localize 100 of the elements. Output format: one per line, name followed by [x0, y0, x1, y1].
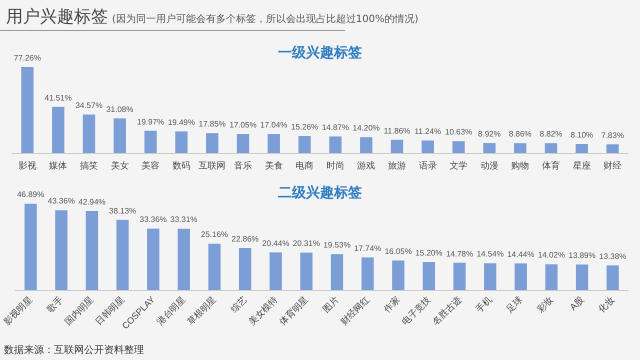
data-label: 17.74% [354, 244, 382, 253]
data-label: 46.89% [17, 190, 44, 200]
data-label: 17.04% [260, 120, 288, 130]
data-label: 33.36% [140, 215, 167, 224]
data-label: 11.24% [414, 126, 442, 136]
data-label: 41.51% [44, 93, 72, 102]
x-tick-label: 体育 [542, 160, 560, 170]
x-tick-label: 美女模特 [246, 294, 280, 327]
data-label: 34.57% [75, 101, 103, 110]
chart-title: 二级兴趣标签 [278, 184, 362, 200]
bar [24, 204, 37, 290]
data-label: 7.83% [601, 130, 624, 140]
bar [236, 134, 250, 153]
bar [330, 254, 344, 290]
x-tick-label: 媒体 [49, 160, 68, 170]
x-tick-label: 财经 [604, 160, 622, 170]
x-tick-label: 彩妆 [535, 294, 555, 314]
data-label: 14.54% [476, 250, 504, 259]
data-label: 14.78% [446, 249, 474, 258]
data-label: 11.86% [384, 126, 410, 136]
data-label: 31.08% [106, 104, 134, 114]
bar [484, 263, 496, 290]
bar [390, 140, 404, 153]
x-tick-label: 购物 [511, 160, 530, 170]
data-label: 15.26% [291, 122, 318, 132]
bar [82, 114, 96, 153]
bar [514, 143, 526, 153]
x-tick-label: 游戏 [357, 160, 376, 170]
bar [422, 262, 436, 290]
x-tick-label: 图片 [320, 294, 341, 314]
x-tick-label: 美容 [142, 160, 160, 170]
bar [392, 260, 404, 290]
x-tick-label: 美食 [264, 160, 283, 170]
x-tick-label: 国内明星 [62, 294, 96, 327]
bar [52, 106, 64, 153]
data-label: 19.97% [137, 117, 164, 126]
x-tick-label: 歌手 [45, 294, 65, 314]
bar [329, 136, 342, 153]
data-label: 16.05% [384, 246, 412, 256]
bar [178, 228, 190, 290]
data-label: 38.13% [109, 206, 136, 216]
bar [298, 136, 311, 153]
x-tick-label: 影视明星 [2, 294, 34, 327]
x-tick-label: 语录 [418, 160, 437, 170]
bar [576, 144, 588, 153]
bar [270, 252, 282, 290]
data-label: 10.63% [445, 128, 472, 137]
data-label: 25.16% [200, 230, 228, 240]
chart-title: 一级兴趣标签 [278, 44, 362, 60]
x-tick-label: 美女 [110, 160, 129, 170]
bar [300, 252, 312, 290]
x-tick-label: 时尚 [326, 160, 344, 170]
bar [606, 265, 619, 290]
x-tick-label: 文学 [450, 160, 468, 170]
x-tick-label: 电商 [296, 160, 314, 170]
data-label: 14.87% [322, 122, 349, 132]
data-label: 13.89% [568, 250, 596, 260]
data-label: 77.26% [14, 54, 41, 63]
bar [483, 143, 496, 153]
text: 用户兴趣标签 [6, 7, 108, 27]
x-tick-label: 名胜古迹 [430, 294, 464, 327]
data-label: 13.38% [599, 252, 626, 261]
x-tick-label: 电子竞技 [400, 294, 432, 327]
data-label: 22.86% [232, 234, 259, 244]
bar [175, 131, 188, 153]
data-label: 17.05% [229, 120, 257, 130]
x-tick-label: 草根明星 [185, 294, 218, 327]
bar [144, 130, 157, 153]
data-label: 33.31% [170, 215, 198, 224]
x-tick-label: 星座 [572, 160, 591, 170]
x-tick-label: 互联网 [198, 160, 226, 170]
data-label: 43.36% [48, 196, 75, 206]
data-label: 20.44% [262, 238, 290, 248]
x-tick-label: 港台明星 [154, 294, 188, 327]
bar [268, 134, 280, 153]
data-label: 19.49% [168, 118, 195, 127]
bar [453, 262, 466, 290]
x-tick-label: 化妆 [596, 294, 616, 314]
bar [147, 228, 160, 290]
data-label: 8.92% [478, 130, 501, 139]
x-tick-label: 音乐 [234, 160, 252, 170]
data-label: 15.20% [415, 248, 442, 258]
x-tick-label: 影视 [18, 160, 36, 170]
bar [55, 210, 68, 290]
x-tick-label: A股 [568, 294, 586, 312]
x-tick-label: 足球 [504, 294, 524, 314]
bar [514, 263, 527, 290]
bar [116, 220, 129, 290]
data-label: 14.02% [538, 250, 565, 260]
data-label: 17.85% [198, 120, 226, 129]
bar [422, 140, 434, 153]
data-label: 14.44% [507, 250, 534, 259]
bar [206, 133, 218, 153]
x-tick-label: 旅游 [388, 160, 406, 170]
bar [114, 118, 126, 153]
data-label: 8.86% [508, 130, 532, 139]
bar [360, 137, 372, 153]
bar [238, 248, 252, 290]
bar [208, 244, 221, 290]
x-tick-label: 动漫 [480, 160, 498, 170]
